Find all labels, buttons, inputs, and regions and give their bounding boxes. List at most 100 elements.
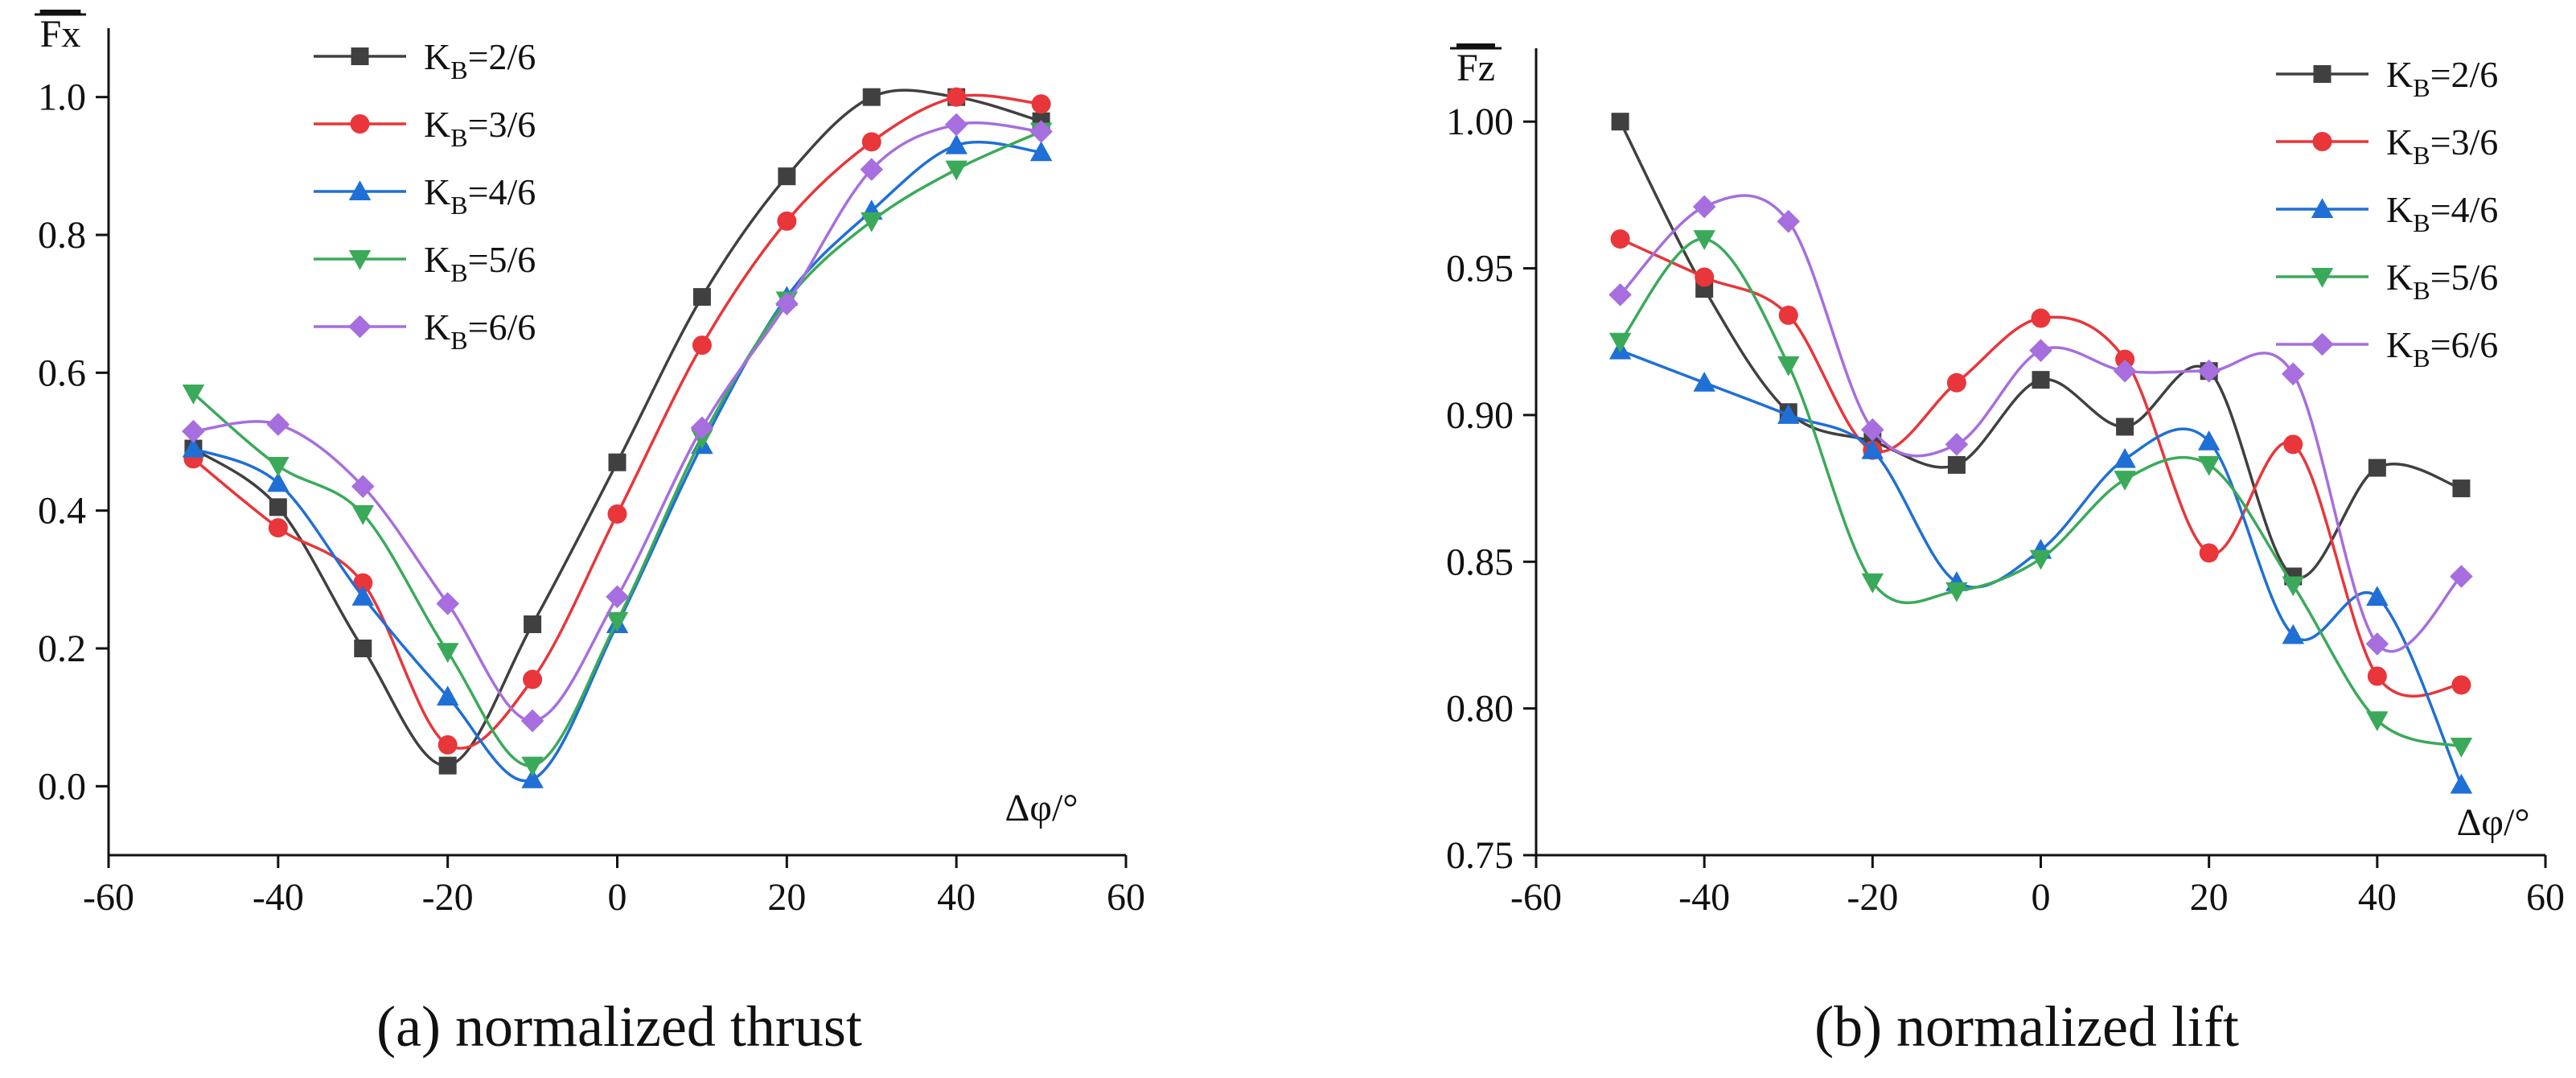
x-tick-label: 20: [767, 876, 806, 919]
y-tick-label: 1.0: [38, 76, 86, 119]
data-point: [1861, 573, 1884, 594]
data-point: [947, 87, 967, 107]
legend-label-k: K: [424, 239, 450, 280]
data-point: [2197, 455, 2221, 476]
legend-marker: [348, 180, 372, 200]
data-point: [606, 611, 629, 632]
legend-marker: [2311, 332, 2334, 356]
y-tick-label: 0.95: [1446, 248, 1514, 290]
legend-entry: KB=5/6: [314, 239, 536, 287]
data-point: [2450, 565, 2473, 588]
data-point: [2283, 434, 2303, 455]
y-tick-label: 0.2: [38, 627, 86, 670]
legend-marker: [2311, 198, 2334, 218]
y-tick-label: 0.85: [1446, 541, 1514, 583]
data-point: [2197, 359, 2221, 383]
data-point: [2031, 308, 2051, 328]
x-tick-label: 20: [2190, 876, 2229, 919]
legend-label-value: =5/6: [468, 239, 536, 280]
legend-marker: [348, 315, 372, 339]
data-point: [520, 709, 544, 733]
data-point: [2029, 549, 2052, 570]
chart-panel-lift: -60 -40 -20 0 20 40 60 0.75 0.80 0.85 0.90 0.95 1.00…: [1446, 47, 2565, 919]
legend-label-value: =4/6: [468, 171, 536, 212]
data-point: [2115, 349, 2135, 369]
x-tick-label: 0: [608, 876, 627, 919]
data-point: [182, 437, 205, 458]
data-point: [945, 160, 968, 181]
y-tick-label: 0.90: [1446, 394, 1514, 437]
data-point: [436, 592, 459, 615]
data-point: [353, 573, 373, 593]
data-point: [521, 756, 544, 777]
x-tick-label: -60: [83, 876, 134, 919]
legend-entry: KB=3/6: [2276, 121, 2498, 170]
chart-panel-thrust: -60 -40 -20 0 20 40 60 0.0 0.2 0.4 0.6 0.8 1.0 Fx Δφ/°…: [35, 13, 1145, 919]
x-tick-label: -60: [1510, 876, 1562, 919]
y-tick-label: 0.8: [38, 214, 86, 257]
data-point: [1031, 94, 1051, 114]
data-point: [521, 768, 544, 788]
legend-label-sub: B: [450, 326, 467, 355]
data-point: [778, 167, 796, 186]
data-point: [351, 475, 375, 498]
series-line: [1619, 237, 2462, 698]
legend-entry: KB=6/6: [314, 307, 536, 355]
legend-entry: KB=2/6: [314, 36, 536, 84]
data-point: [692, 335, 712, 356]
y-tick-label: 0.6: [38, 352, 86, 394]
data-point: [690, 416, 714, 440]
data-point: [1861, 418, 1884, 442]
y-axis-label: Fz: [1456, 47, 1495, 89]
data-point: [2197, 430, 2221, 451]
data-point: [1861, 438, 1884, 459]
data-point: [1946, 372, 1966, 393]
y-tick-label: 0.75: [1446, 834, 1514, 877]
caption-thrust: (a) normalized thrust: [376, 994, 862, 1059]
x-tick-label: 60: [2526, 876, 2565, 919]
data-point: [436, 643, 459, 664]
legend-label-value: =6/6: [468, 307, 536, 348]
legend-marker: [2312, 132, 2332, 151]
series-3-6: [1610, 229, 2471, 698]
data-point: [351, 586, 374, 606]
x-tick-label: -20: [1847, 876, 1898, 919]
data-point: [860, 158, 884, 181]
data-point: [1777, 209, 1801, 233]
data-point: [269, 498, 287, 516]
series-6-6: [182, 113, 1053, 733]
series-line: [1619, 121, 2462, 580]
series-6-6: [1608, 194, 2473, 656]
data-point: [354, 640, 372, 657]
data-point: [2366, 711, 2389, 731]
legend-label: KB=5/6: [424, 239, 536, 287]
data-point: [182, 419, 205, 443]
data-point: [2114, 471, 2136, 491]
legend-label-sub: B: [450, 191, 467, 220]
y-tick-label: 0.4: [38, 490, 86, 533]
data-point: [2450, 738, 2473, 758]
data-point: [606, 585, 629, 609]
data-point: [607, 504, 627, 524]
legend-label-value: =3/6: [468, 104, 536, 145]
series-5-6: [182, 122, 1053, 777]
data-point: [1608, 332, 1632, 353]
caption-lift: (b) normalized lift: [1814, 994, 2239, 1059]
data-point: [861, 132, 881, 152]
y-tick-label: 0.80: [1446, 688, 1514, 730]
legend-label-sub: B: [2413, 344, 2430, 372]
data-point: [777, 211, 797, 231]
legend-label-k: K: [2386, 54, 2413, 95]
y-tick-label: 1.00: [1446, 101, 1514, 143]
x-tick-label: 0: [2032, 876, 2051, 919]
data-point: [182, 385, 205, 405]
legend-label: KB=2/6: [424, 36, 536, 84]
data-point: [266, 413, 290, 436]
legend-entry: KB=4/6: [2276, 189, 2498, 237]
data-point: [1693, 230, 1715, 250]
legend-label: KB=4/6: [2386, 189, 2498, 237]
legend-label: KB=6/6: [424, 307, 536, 355]
data-point: [1692, 195, 1716, 219]
legend-marker: [2313, 65, 2332, 83]
